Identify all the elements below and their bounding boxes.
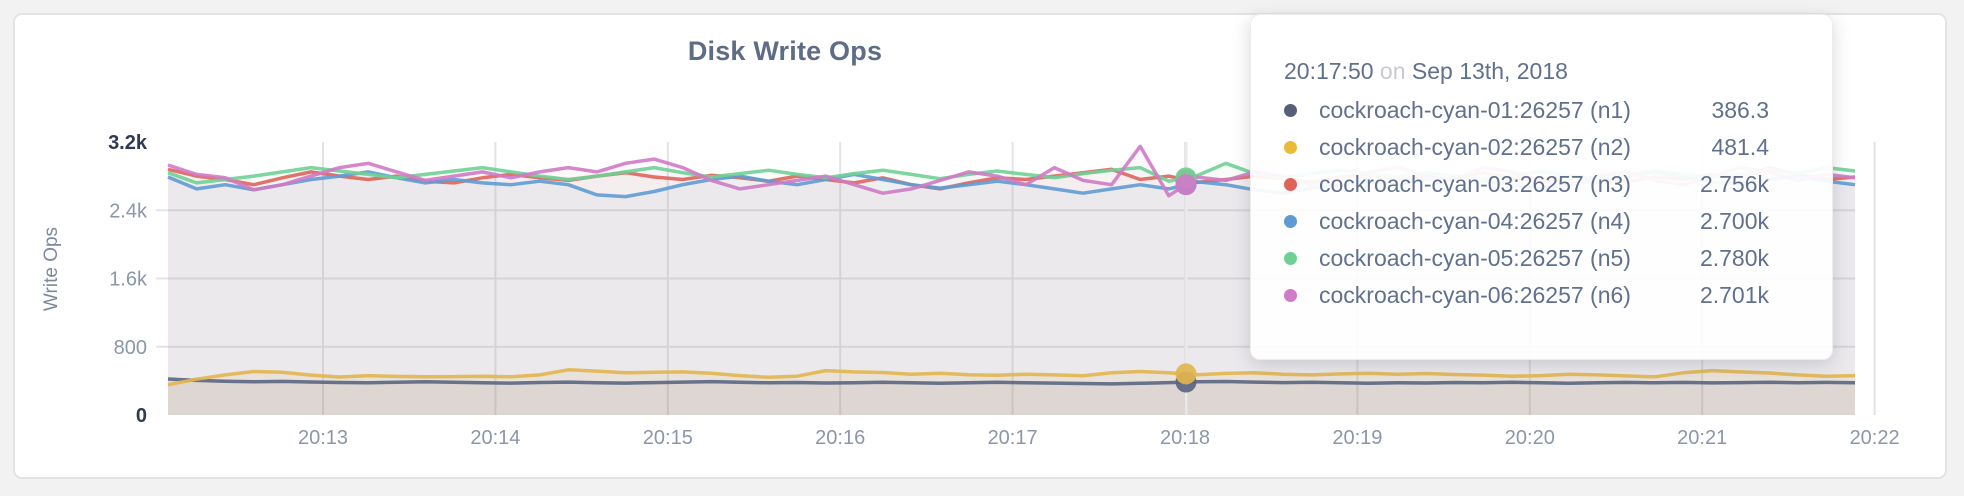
series-name: cockroach-cyan-01:26257 (n1) [1319,97,1631,123]
x-tick-label: 20:20 [1505,427,1555,449]
series-color-dot-icon [1284,178,1297,191]
tooltip-row: cockroach-cyan-06:26257 (n6) 2.701k [1284,277,1832,314]
y-axis-label: Write Ops [41,226,62,312]
series-name: cockroach-cyan-04:26257 (n4) [1319,208,1631,234]
x-tick-label: 20:14 [470,427,520,449]
x-tick-label: 20:19 [1332,427,1382,449]
x-tick-label: 20:13 [298,427,348,449]
tooltip-row: cockroach-cyan-05:26257 (n5) 2.780k [1284,240,1832,277]
tooltip-row: cockroach-cyan-01:26257 (n1) 386.3 [1284,92,1832,129]
series-value: 2.701k [1699,282,1769,308]
x-tick-label: 20:17 [988,427,1038,449]
hover-point [1175,363,1197,385]
y-tick-label: 800 [114,337,147,359]
series-value: 2.700k [1699,208,1769,234]
series-value: 481.4 [1711,134,1769,160]
series-color-dot-icon [1284,252,1297,265]
y-tick-label: 0 [136,405,147,427]
hover-point [1175,174,1197,196]
series-color-dot-icon [1284,104,1297,117]
series-name: cockroach-cyan-02:26257 (n2) [1319,134,1631,160]
series-line [167,368,1856,387]
series-name: cockroach-cyan-06:26257 (n6) [1319,282,1631,308]
x-tick-label: 20:18 [1160,427,1210,449]
series-name: cockroach-cyan-05:26257 (n5) [1319,245,1631,271]
series-line [167,377,1856,386]
tooltip-rows: cockroach-cyan-01:26257 (n1) 386.3 cockroa… [1284,92,1832,314]
y-tick-label: 3.2k [108,132,148,154]
tooltip-row: cockroach-cyan-03:26257 (n3) 2.756k [1284,166,1832,203]
series-name: cockroach-cyan-03:26257 (n3) [1319,171,1631,197]
series-color-dot-icon [1284,215,1297,228]
x-tick-label: 20:16 [815,427,865,449]
x-tick-label: 20:21 [1677,427,1727,449]
series-value: 386.3 [1711,97,1769,123]
hover-tooltip: 20:17:50 on Sep 13th, 2018 cockroach-cya… [1250,14,1833,360]
series-value: 2.780k [1699,245,1769,271]
x-tick-label: 20:22 [1850,427,1900,449]
chart-title: Disk Write Ops [687,36,883,66]
tooltip-date: Sep 13th, 2018 [1411,58,1568,84]
tooltip-header: 20:17:50 on Sep 13th, 2018 [1284,53,1832,89]
tooltip-time: 20:17:50 [1284,58,1374,84]
series-color-dot-icon [1284,141,1297,154]
x-tick-label: 20:15 [643,427,693,449]
series-area [168,379,1855,415]
series-color-dot-icon [1284,289,1297,302]
y-tick-label: 2.4k [109,200,148,222]
tooltip-row: cockroach-cyan-02:26257 (n2) 481.4 [1284,129,1832,166]
tooltip-row: cockroach-cyan-04:26257 (n4) 2.700k [1284,203,1832,240]
y-tick-label: 1.6k [109,269,148,291]
tooltip-conjunction: on [1379,58,1406,84]
series-value: 2.756k [1699,171,1769,197]
